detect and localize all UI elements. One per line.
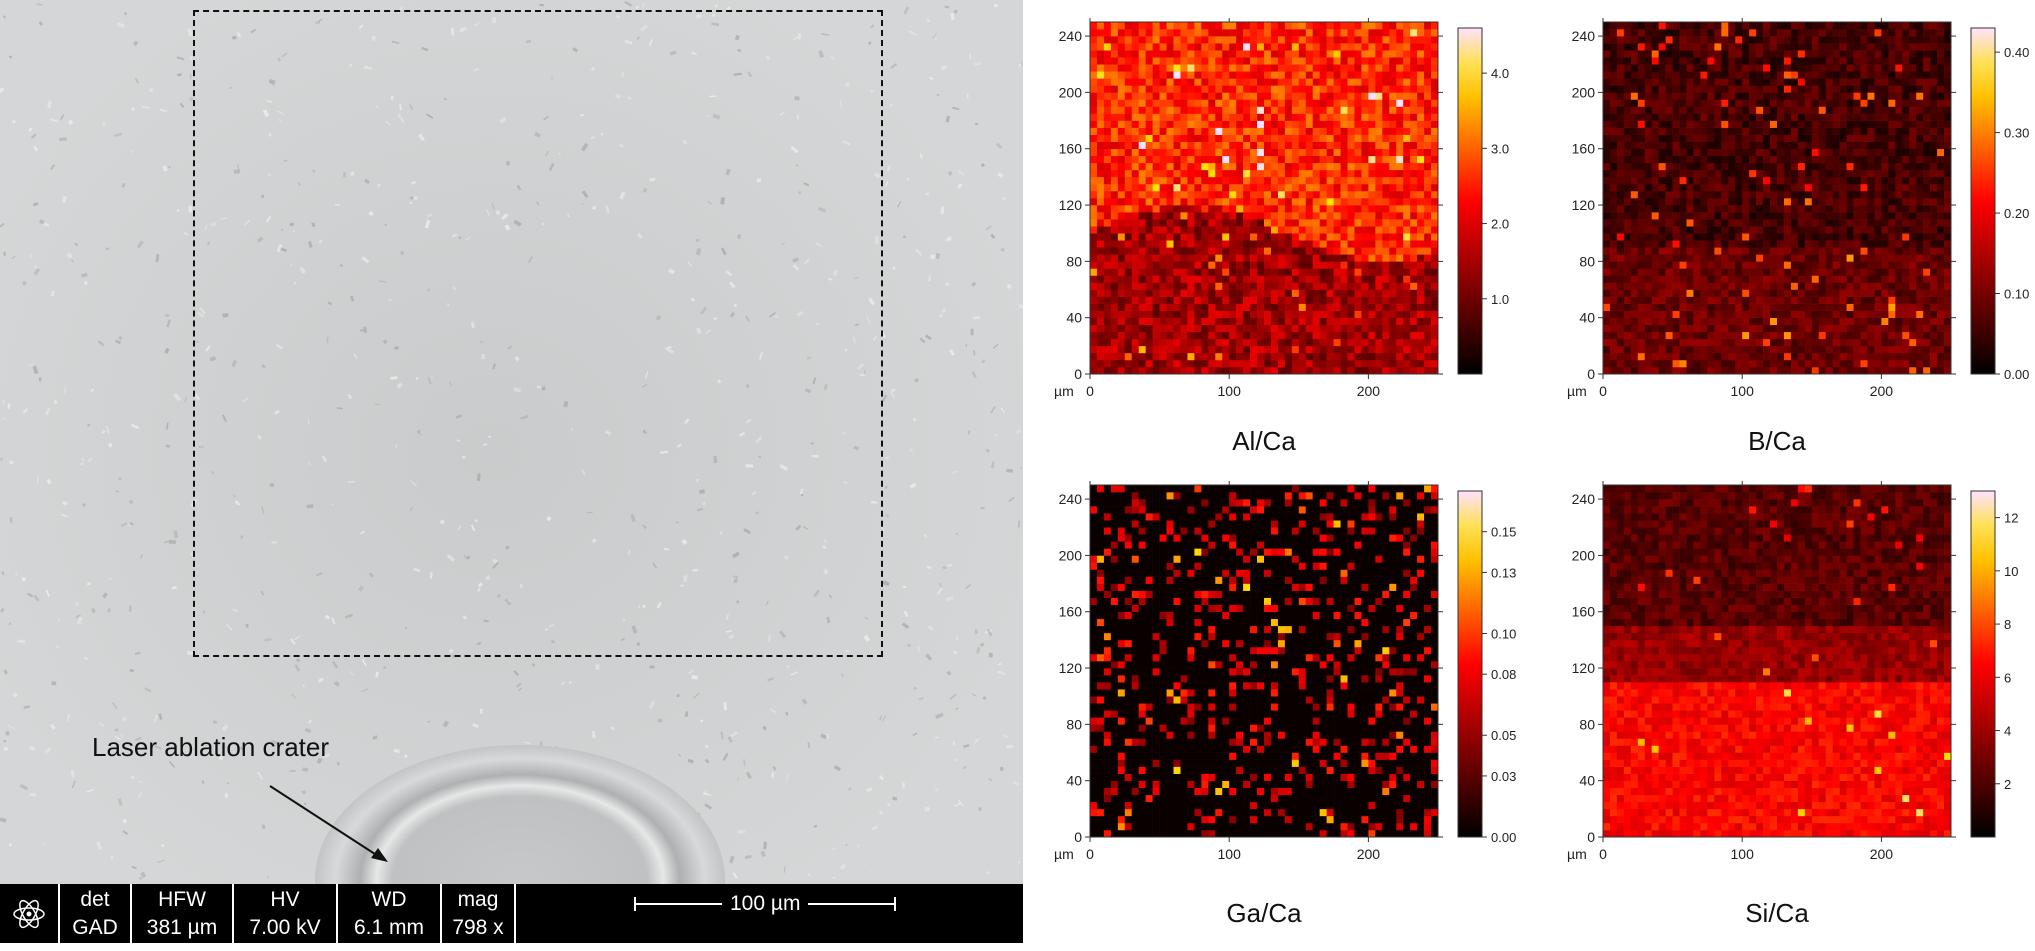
y-tick-label: 160 bbox=[1572, 141, 1596, 157]
y-tick-label: 0 bbox=[1587, 366, 1595, 382]
crater-annotation: Laser ablation crater bbox=[92, 732, 329, 763]
y-tick-label: 80 bbox=[1579, 253, 1595, 269]
colorbar bbox=[1971, 28, 1995, 374]
colorbar-tick-label: 0.08 bbox=[1491, 667, 1516, 682]
colorbar-tick-label: 2.0 bbox=[1491, 217, 1509, 232]
atom-icon bbox=[0, 884, 60, 943]
x-tick-label: 0 bbox=[1086, 846, 1094, 862]
colorbar-tick-label: 0.40 bbox=[2004, 45, 2029, 60]
y-tick-label: 120 bbox=[1059, 197, 1083, 213]
colorbar-tick-label: 8 bbox=[2004, 617, 2011, 632]
map-title-si-ca: Si/Ca bbox=[1601, 898, 1953, 929]
y-tick-label: 40 bbox=[1579, 310, 1595, 326]
y-tick-label: 40 bbox=[1066, 310, 1082, 326]
y-tick-label: 160 bbox=[1059, 604, 1083, 620]
y-tick-label: 120 bbox=[1059, 660, 1083, 676]
colorbar-tick-label: 0.10 bbox=[2004, 287, 2029, 302]
x-tick-label: 0 bbox=[1086, 383, 1094, 399]
y-tick-label: 120 bbox=[1572, 197, 1596, 213]
x-tick-label: 200 bbox=[1357, 383, 1381, 399]
colorbar-tick-label: 4 bbox=[2004, 724, 2011, 739]
map-ga-ca: 0 40 80 120 160 200 240 0 100 200 µm 0.00 0.03 0.05 0.… bbox=[1050, 481, 1550, 951]
y-tick-label: 160 bbox=[1059, 141, 1083, 157]
map-svg-3: 0 40 80 120 160 200 240 0 100 200 µm 2 4 6 8 10 12 bbox=[1563, 481, 2035, 951]
x-unit-label: µm bbox=[1567, 846, 1587, 862]
y-tick-label: 200 bbox=[1059, 547, 1083, 563]
y-tick-label: 200 bbox=[1572, 547, 1596, 563]
x-tick-label: 100 bbox=[1731, 846, 1755, 862]
y-tick-label: 240 bbox=[1572, 28, 1596, 44]
colorbar-tick-label: 10 bbox=[2004, 564, 2018, 579]
y-tick-label: 40 bbox=[1066, 773, 1082, 789]
heatmap-cells bbox=[1090, 485, 1438, 837]
y-tick-label: 80 bbox=[1579, 716, 1595, 732]
scale-bar-label: 100 µm bbox=[730, 890, 800, 918]
y-tick-label: 240 bbox=[1059, 491, 1083, 507]
map-svg-2: 0 40 80 120 160 200 240 0 100 200 µm 0.00 0.03 0.05 0.… bbox=[1050, 481, 1550, 951]
y-tick-label: 0 bbox=[1074, 829, 1082, 845]
map-si-ca: 0 40 80 120 160 200 240 0 100 200 µm 2 4 6 8 10 12 Si/Ca bbox=[1563, 481, 2035, 951]
scale-bar: 100 µm bbox=[516, 884, 1023, 943]
y-tick-label: 40 bbox=[1579, 773, 1595, 789]
map-title-ga-ca: Ga/Ca bbox=[1088, 898, 1440, 929]
x-tick-label: 100 bbox=[1218, 383, 1242, 399]
x-tick-label: 0 bbox=[1599, 383, 1607, 399]
colorbar-tick-label: 2 bbox=[2004, 777, 2011, 792]
colorbar bbox=[1971, 491, 1995, 837]
colorbar-tick-label: 0.10 bbox=[1491, 626, 1516, 641]
x-unit-label: µm bbox=[1567, 383, 1587, 399]
map-svg-1: 0 40 80 120 160 200 240 0 100 200 µm 0.00 0.10 0.20 0.… bbox=[1563, 18, 2035, 488]
colorbar-tick-label: 0.00 bbox=[2004, 367, 2029, 382]
y-tick-label: 200 bbox=[1572, 84, 1596, 100]
map-region-box bbox=[193, 10, 883, 657]
colorbar bbox=[1458, 491, 1482, 837]
colorbar-tick-label: 0.00 bbox=[1491, 830, 1516, 845]
heatmap-cells bbox=[1603, 22, 1951, 374]
colorbar-tick-label: 0.20 bbox=[2004, 206, 2029, 221]
y-tick-label: 160 bbox=[1572, 604, 1596, 620]
x-tick-label: 0 bbox=[1599, 846, 1607, 862]
map-al-ca: 0 40 80 120 160 200 240 0 100 200 µm 1.0 2.0 3.0 4.0 A… bbox=[1050, 18, 1550, 488]
x-tick-label: 100 bbox=[1218, 846, 1242, 862]
heatmap-cells bbox=[1090, 22, 1438, 374]
x-tick-label: 100 bbox=[1731, 383, 1755, 399]
x-unit-label: µm bbox=[1054, 846, 1074, 862]
y-tick-label: 240 bbox=[1572, 491, 1596, 507]
x-unit-label: µm bbox=[1054, 383, 1074, 399]
map-b-ca: 0 40 80 120 160 200 240 0 100 200 µm 0.00 0.10 0.20 0.… bbox=[1563, 18, 2035, 488]
y-tick-label: 80 bbox=[1066, 253, 1082, 269]
y-tick-label: 240 bbox=[1059, 28, 1083, 44]
colorbar-tick-label: 0.03 bbox=[1491, 769, 1516, 784]
heatmap-cells bbox=[1603, 485, 1951, 837]
y-tick-label: 0 bbox=[1587, 829, 1595, 845]
y-tick-label: 0 bbox=[1074, 366, 1082, 382]
map-svg-0: 0 40 80 120 160 200 240 0 100 200 µm 1.0 2.0 3.0 4.0 bbox=[1050, 18, 1550, 488]
map-title-al-ca: Al/Ca bbox=[1088, 426, 1440, 457]
colorbar-tick-label: 0.13 bbox=[1491, 565, 1516, 580]
x-tick-label: 200 bbox=[1870, 846, 1894, 862]
y-tick-label: 200 bbox=[1059, 84, 1083, 100]
colorbar-tick-label: 12 bbox=[2004, 511, 2018, 526]
x-tick-label: 200 bbox=[1357, 846, 1381, 862]
x-tick-label: 200 bbox=[1870, 383, 1894, 399]
colorbar-tick-label: 6 bbox=[2004, 670, 2011, 685]
colorbar-tick-label: 0.30 bbox=[2004, 126, 2029, 141]
colorbar-tick-label: 1.0 bbox=[1491, 292, 1509, 307]
colorbar-tick-label: 3.0 bbox=[1491, 141, 1509, 156]
map-title-b-ca: B/Ca bbox=[1601, 426, 1953, 457]
y-tick-label: 80 bbox=[1066, 716, 1082, 732]
colorbar-tick-label: 0.05 bbox=[1491, 728, 1516, 743]
colorbar bbox=[1458, 28, 1482, 374]
y-tick-label: 120 bbox=[1572, 660, 1596, 676]
colorbar-tick-label: 0.15 bbox=[1491, 525, 1516, 540]
colorbar-tick-label: 4.0 bbox=[1491, 66, 1509, 81]
